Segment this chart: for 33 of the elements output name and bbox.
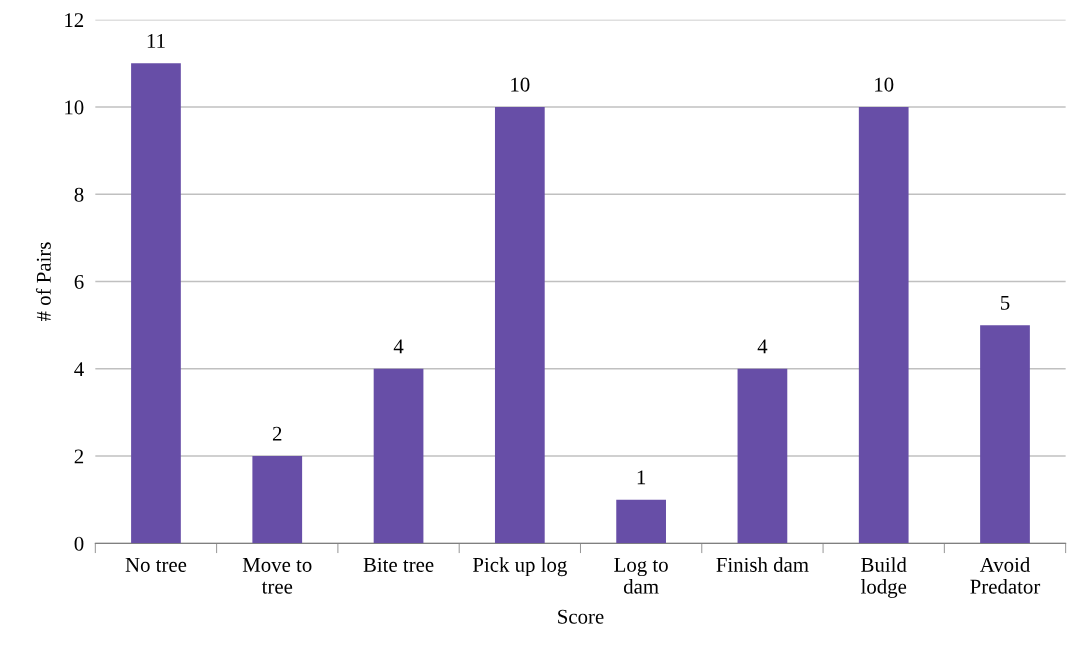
data-label: 10 (511, 77, 530, 92)
x-tick-label: Finish dam (716, 557, 809, 572)
x-tick-label: Log to dam (614, 557, 668, 594)
y-tick-label: 0 (74, 536, 84, 551)
y-tick-label: 4 (74, 362, 84, 377)
bar (252, 456, 303, 544)
bar (858, 106, 909, 544)
y-tick-label: 12 (65, 13, 84, 27)
data-label: 10 (875, 77, 894, 92)
bar (616, 499, 666, 544)
x-tick-label: No tree (125, 558, 187, 572)
bar (494, 106, 545, 544)
data-label: 4 (757, 339, 768, 354)
x-tick-label: Pick up log (472, 557, 567, 577)
x-tick-label: Build lodge (860, 557, 907, 598)
x-tick-label: Avoid Predator (970, 557, 1041, 594)
y-axis-title: # of Pairs (35, 242, 51, 322)
bar (980, 325, 1030, 544)
y-tick-label: 8 (74, 187, 84, 202)
data-label: 1 (637, 470, 646, 485)
bar (131, 63, 181, 544)
bar (373, 368, 424, 544)
y-tick-label: 10 (65, 100, 84, 115)
data-label: 2 (272, 426, 282, 441)
data-label: 4 (393, 339, 404, 354)
x-axis-title: Score (558, 609, 604, 624)
x-tick-label: Bite tree (363, 557, 434, 572)
data-label: 11 (147, 34, 165, 48)
bar (737, 368, 788, 544)
y-tick-label: 2 (74, 449, 84, 464)
x-tick-label: Move to tree (242, 558, 312, 594)
data-label: 5 (1001, 295, 1010, 310)
y-tick-label: 6 (74, 274, 84, 289)
